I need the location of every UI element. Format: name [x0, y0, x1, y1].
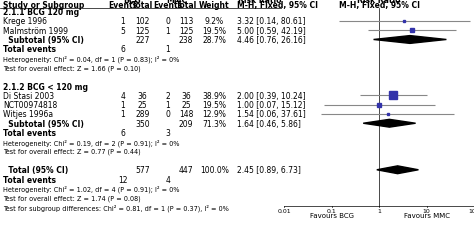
- Text: Study or Subgroup: Study or Subgroup: [3, 1, 84, 10]
- Text: Subtotal (95% CI): Subtotal (95% CI): [3, 36, 84, 45]
- Text: Total: Total: [175, 1, 197, 10]
- Polygon shape: [374, 36, 447, 44]
- Text: Subtotal (95% CI): Subtotal (95% CI): [3, 119, 84, 128]
- Text: 4: 4: [165, 175, 170, 184]
- Text: Total: Total: [132, 1, 153, 10]
- Text: 125: 125: [135, 27, 150, 35]
- Text: Favours BCG: Favours BCG: [310, 212, 354, 218]
- Text: 2.00 [0.39, 10.24]: 2.00 [0.39, 10.24]: [237, 91, 306, 100]
- Text: Events: Events: [108, 1, 137, 10]
- Text: Krege 1996: Krege 1996: [3, 17, 47, 26]
- Text: 2: 2: [165, 91, 170, 100]
- Text: 36: 36: [181, 91, 191, 100]
- Text: 6: 6: [120, 128, 125, 137]
- Text: 0.1: 0.1: [327, 208, 337, 213]
- Text: 289: 289: [135, 110, 150, 119]
- Text: Total events: Total events: [3, 175, 56, 184]
- Text: 209: 209: [179, 119, 193, 128]
- Text: Heterogeneity: Chi² = 1.02, df = 4 (P = 0.91); I² = 0%: Heterogeneity: Chi² = 1.02, df = 4 (P = …: [3, 185, 179, 192]
- Text: 227: 227: [135, 36, 150, 45]
- Text: 19.5%: 19.5%: [202, 101, 227, 110]
- Text: 1.64 [0.46, 5.86]: 1.64 [0.46, 5.86]: [237, 119, 301, 128]
- Text: 125: 125: [179, 27, 193, 35]
- Text: 1: 1: [165, 45, 170, 54]
- Text: 3.32 [0.14, 80.61]: 3.32 [0.14, 80.61]: [237, 17, 305, 26]
- Text: 9.2%: 9.2%: [205, 17, 224, 26]
- Text: Heterogeneity: Chi² = 0.19, df = 2 (P = 0.91); I² = 0%: Heterogeneity: Chi² = 0.19, df = 2 (P = …: [3, 138, 179, 146]
- Text: 100.0%: 100.0%: [200, 165, 229, 175]
- Text: 2.45 [0.89, 6.73]: 2.45 [0.89, 6.73]: [237, 165, 301, 175]
- Text: 148: 148: [179, 110, 193, 119]
- Text: 28.7%: 28.7%: [202, 36, 226, 45]
- Text: 4.46 [0.76, 26.16]: 4.46 [0.76, 26.16]: [237, 36, 306, 45]
- Text: 3: 3: [165, 128, 170, 137]
- Text: Test for overall effect: Z = 1.74 (P = 0.08): Test for overall effect: Z = 1.74 (P = 0…: [3, 195, 140, 201]
- Text: 36: 36: [137, 91, 147, 100]
- Text: 19.5%: 19.5%: [202, 27, 227, 35]
- Text: BCG: BCG: [124, 0, 141, 5]
- Text: 1: 1: [165, 101, 170, 110]
- Text: 350: 350: [135, 119, 150, 128]
- Text: Witjes 1996a: Witjes 1996a: [3, 110, 53, 119]
- Text: M-H, Fixed, 95% CI: M-H, Fixed, 95% CI: [339, 1, 419, 10]
- Text: Di Stasi 2003: Di Stasi 2003: [3, 91, 54, 100]
- Text: 447: 447: [179, 165, 193, 175]
- Text: 0.01: 0.01: [278, 208, 291, 213]
- Text: 0: 0: [165, 110, 170, 119]
- Text: Total events: Total events: [3, 128, 56, 137]
- Text: 12: 12: [118, 175, 128, 184]
- Text: 1: 1: [120, 17, 125, 26]
- Text: Total events: Total events: [3, 45, 56, 54]
- Text: Test for overall effect: Z = 1.66 (P = 0.10): Test for overall effect: Z = 1.66 (P = 0…: [3, 65, 140, 71]
- Text: 71.3%: 71.3%: [202, 119, 227, 128]
- Text: Total (95% CI): Total (95% CI): [3, 165, 68, 175]
- Text: 0: 0: [165, 17, 170, 26]
- Text: Test for overall effect: Z = 0.77 (P = 0.44): Test for overall effect: Z = 0.77 (P = 0…: [3, 148, 140, 155]
- Text: M-H, Fixed, 95% CI: M-H, Fixed, 95% CI: [237, 1, 318, 10]
- Text: 5: 5: [120, 27, 125, 35]
- Text: 6: 6: [120, 45, 125, 54]
- Text: Malmström 1999: Malmström 1999: [3, 27, 68, 35]
- Text: Test for subgroup differences: Chi² = 0.81, df = 1 (P = 0.37), I² = 0%: Test for subgroup differences: Chi² = 0.…: [3, 203, 228, 211]
- Text: Events: Events: [153, 1, 182, 10]
- Text: 25: 25: [182, 101, 191, 110]
- Text: 1.00 [0.07, 15.12]: 1.00 [0.07, 15.12]: [237, 101, 305, 110]
- Text: 1.54 [0.06, 37.61]: 1.54 [0.06, 37.61]: [237, 110, 306, 119]
- Text: Favours MMC: Favours MMC: [403, 212, 450, 218]
- Text: MMC: MMC: [166, 0, 188, 5]
- Text: Risk Ratio: Risk Ratio: [238, 0, 281, 5]
- Text: 238: 238: [179, 36, 193, 45]
- Text: 25: 25: [137, 101, 147, 110]
- Polygon shape: [363, 120, 416, 128]
- Text: 1: 1: [377, 208, 381, 213]
- Text: 12.9%: 12.9%: [202, 110, 226, 119]
- Text: 102: 102: [135, 17, 150, 26]
- Text: NCT00974818: NCT00974818: [3, 101, 57, 110]
- Text: 1: 1: [120, 110, 125, 119]
- Text: 10: 10: [423, 208, 430, 213]
- Text: 113: 113: [179, 17, 193, 26]
- Text: Risk Ratio: Risk Ratio: [357, 0, 401, 5]
- Text: 1: 1: [165, 27, 170, 35]
- Text: 5.00 [0.59, 42.19]: 5.00 [0.59, 42.19]: [237, 27, 306, 35]
- Text: 4: 4: [120, 91, 125, 100]
- Text: 2.1.2 BCG < 120 mg: 2.1.2 BCG < 120 mg: [3, 82, 88, 91]
- Text: 577: 577: [135, 165, 150, 175]
- Text: 38.9%: 38.9%: [202, 91, 227, 100]
- Polygon shape: [377, 166, 419, 174]
- Text: 2.1.1 BCG 120 mg: 2.1.1 BCG 120 mg: [3, 8, 79, 17]
- Text: Weight: Weight: [199, 1, 230, 10]
- Text: 1: 1: [120, 101, 125, 110]
- Text: 100: 100: [468, 208, 474, 213]
- Text: Heterogeneity: Chi² = 0.04, df = 1 (P = 0.83); I² = 0%: Heterogeneity: Chi² = 0.04, df = 1 (P = …: [3, 55, 179, 63]
